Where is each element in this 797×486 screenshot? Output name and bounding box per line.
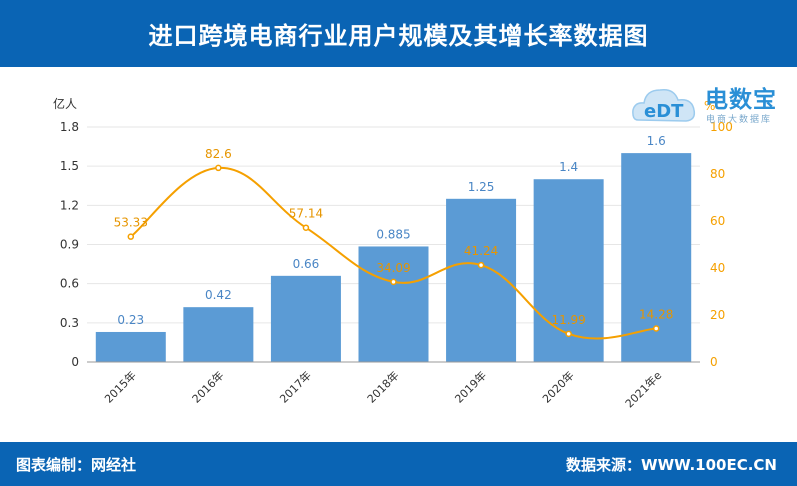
bar [270,275,341,362]
bar [183,307,254,362]
y-tick-label: 0 [71,355,79,369]
y-tick-label: 0.9 [60,238,79,252]
line-value-label: 14.28 [639,307,673,321]
line-point [652,325,660,332]
x-tick-label: 2020年 [539,368,576,405]
y-tick-label: 1.5 [60,159,79,173]
y-right-tick-label: 0 [710,355,718,369]
bar-value-label: 0.23 [117,313,144,327]
x-tick-label: 2017年 [277,368,314,405]
footer-source: 数据来源：WWW.100EC.CN [566,456,777,474]
bar-value-label: 1.25 [468,180,495,194]
line-value-label: 34.09 [376,261,410,275]
y-right-tick-label: 20 [710,308,725,322]
x-tick-label: 2018年 [364,368,401,405]
y-tick-label: 0.6 [60,277,79,291]
line-series [127,164,660,340]
y-right-axis-label: % [704,99,715,113]
y-tick-label: 1.2 [60,198,79,212]
y-right-tick-label: 40 [710,261,725,275]
combo-chart: 0.23 0.42 0.66 0.885 1.25 1.4 1.6 53.33 82.6 57.1… [53,96,733,410]
bar-value-label: 0.885 [376,227,410,241]
x-tick-label: 2021年e [622,368,664,410]
x-tick-label: 2019年 [452,368,489,405]
x-tick-label: 2016年 [189,368,226,405]
bar [95,331,166,362]
footer-bar: 图表编制：网经社 数据来源：WWW.100EC.CN [0,442,797,486]
x-tick-label: 2015年 [101,368,138,405]
logo-cloud-icon: eDT [632,88,696,122]
y-right-tick-label: 100 [710,120,733,134]
y-right-tick-label: 80 [710,167,725,181]
bar [446,198,517,362]
line-value-label: 41.24 [464,244,498,258]
line-value-label: 82.6 [205,147,232,161]
data-labels: 0.23 0.42 0.66 0.885 1.25 1.4 1.6 53.33 82.6 57.1… [114,134,674,327]
y-right-tick-label: 60 [710,214,725,228]
bar-series [95,153,692,362]
line-value-label: 11.99 [551,313,585,327]
line-point [215,164,222,172]
logo-badge: eDT [644,101,684,122]
y-tick-label: 0.3 [60,316,79,330]
bar-value-label: 0.66 [293,257,320,271]
line-point [127,233,135,240]
logo-tagline: 电商大数据库 [706,115,773,125]
logo-name: 电数宝 [705,87,777,113]
line-point [477,261,485,269]
bar-value-label: 1.6 [647,134,666,148]
line-point [390,278,397,286]
y-axis-label: 亿人 [53,96,77,111]
bar-value-label: 0.42 [205,288,232,302]
y-tick-label: 1.8 [60,120,79,134]
line-point [302,224,310,231]
line-point [565,330,572,338]
line-value-label: 57.14 [289,207,323,221]
footer-compiler: 图表编制：网经社 [16,456,137,474]
bar [358,246,429,362]
header-bar: 进口跨境电商行业用户规模及其增长率数据图 [0,0,797,67]
line-value-label: 53.33 [114,216,148,230]
bar-value-label: 1.4 [559,160,578,174]
page-title: 进口跨境电商行业用户规模及其增长率数据图 [148,22,649,50]
